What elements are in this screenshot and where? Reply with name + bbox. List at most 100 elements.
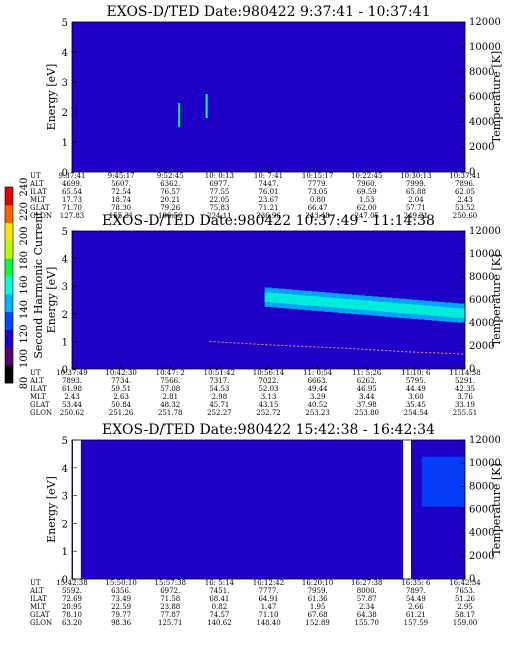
ephemeris-value: 77.55 [209,188,229,196]
ephemeris-value: 18.74 [111,196,132,204]
y-tick-label: 2 [62,310,68,321]
ephemeris-value: 20.95 [62,603,82,611]
ephemeris-value: 10: 0:13 [205,172,234,180]
ephemeris-value: 75.83 [209,204,229,212]
ephemeris-value: 10:15:17 [302,172,333,180]
ephemeris-value: 42.35 [455,385,475,393]
y-tick-label: 4 [62,48,68,59]
ephemeris-row-label: UT [30,579,41,587]
ephemeris-value: 48.32 [160,401,180,409]
heatmap-band-core [297,295,306,305]
y2-axis-label: Temperature [K] [490,463,503,555]
ephemeris-value: 254.54 [404,409,429,417]
ephemeris-value: 253.23 [305,409,330,417]
ephemeris-row-label: MLT [30,196,46,204]
y2-axis-label: Temperature [K] [490,51,503,143]
chart-panel-1: EXOS-D/TED Date:980422 9:37:41 - 10:37:4… [29,4,503,220]
ephemeris-value: 253.80 [355,409,380,417]
ephemeris-value: 67.68 [308,611,328,619]
colorbar-segment [5,276,13,295]
ephemeris-row-label: ALT [29,180,44,188]
ephemeris-value: 196.56 [158,212,183,220]
ephemeris-value: 6972. [160,587,180,595]
heatmap-background [72,440,465,579]
temperature-trace [209,340,466,355]
ephemeris-value: 16:20:10 [302,579,333,587]
ephemeris-value: 44.49 [406,385,426,393]
heatmap-band-core [304,295,312,306]
ephemeris-value: 155.31 [109,212,134,220]
y2-tick-label: 2000 [469,142,494,153]
ephemeris-value: 247.05 [355,212,380,220]
colorbar-tick-label: 180 [19,251,30,270]
ephemeris-value: 62.00 [357,204,377,212]
ephemeris-value: 10:51:42 [204,369,235,377]
ephemeris-value: 7893. [62,377,82,385]
heatmap-band-core [331,297,339,308]
ephemeris-value: 79.26 [160,204,181,212]
ephemeris-value: 57.08 [160,385,180,393]
ephemeris-value: 6362. [160,180,180,188]
heatmap-band-core [311,296,319,306]
ephemeris-value: 11: 5:26 [352,369,382,377]
colorbar-tick-label: 100 [19,349,30,368]
ephemeris-value: 5795. [406,377,426,385]
ephemeris-row-label: GLON [30,212,52,220]
ephemeris-value: 236.96 [256,212,281,220]
chart-panel-3: EXOS-D/TED Date:980422 15:42:38 - 16:42:… [29,422,503,627]
ephemeris-value: 10:56:14 [253,369,285,377]
ephemeris-value: 7779. [308,180,328,188]
ephemeris-value: 35.45 [406,401,426,409]
ephemeris-value: 11:10: 6 [401,369,431,377]
ephemeris-row-label: MLT [30,393,46,401]
ephemeris-value: 7317. [209,377,229,385]
heatmap-band-core [364,300,372,311]
y2-tick-label: 12000 [469,435,501,446]
ephemeris-value: 16:27:38 [351,579,382,587]
heatmap-feature [205,94,208,118]
ephemeris-row-label: ILAT [30,385,47,393]
ephemeris-value: 59.51 [111,385,131,393]
ephemeris-value: 252.27 [207,409,232,417]
ephemeris-value: 65.88 [406,188,426,196]
ephemeris-value: 54.53 [209,385,229,393]
colorbar: 240 220 200 180 160 140 120 100 80 Second Harmon… [4,177,45,389]
ephemeris-value: 2.43 [457,196,473,204]
ephemeris-value: 15:50:10 [105,579,136,587]
colorbar-tick-label: 240 [19,177,30,196]
colorbar-tick-label: 140 [19,300,30,319]
y2-tick-label: 2000 [469,551,494,562]
ephemeris-value: 64.91 [258,595,278,603]
y-tick-label: 3 [62,282,68,293]
ephemeris-value: 7777. [258,587,278,595]
ephemeris-value: 3.44 [359,393,375,401]
heatmap-band-core [444,307,453,317]
ephemeris-value: 72.69 [62,595,82,603]
chart-panel-2: EXOS-D/TED Date:980422 10:37:49 - 11:14:… [29,213,503,417]
y-tick-label: 0 [62,365,68,376]
heatmap-band-core [384,302,393,313]
ephemeris-value: 40.52 [308,401,328,409]
ephemeris-value: 33.19 [455,401,475,409]
heatmap-band-core [264,292,272,303]
ephemeris-value: 5607. [111,180,131,188]
ephemeris-value: 3.29 [310,393,326,401]
ephemeris-value: 54.49 [406,595,426,603]
ephemeris-row-label: ILAT [30,188,47,196]
ephemeris-value: 66.47 [308,204,328,212]
y-axis-label: Energy [eV] [45,476,58,543]
ephemeris-value: 152.89 [305,619,330,627]
ephemeris-value: 68.41 [209,595,229,603]
ephemeris-value: 16: 5:14 [205,579,235,587]
ephemeris-value: 224.11 [207,212,232,220]
colorbar-segment [5,329,13,348]
ephemeris-value: 1.53 [359,196,375,204]
ephemeris-value: 46.95 [357,385,377,393]
heatmap-band-core [358,300,366,310]
ephemeris-value: 11: 0:54 [303,369,333,377]
heatmap-band-core [277,293,286,304]
heatmap-band-core [271,292,279,303]
ephemeris-row-label: MLT [30,603,46,611]
ephemeris-value: 9:37:41 [59,172,86,180]
ephemeris-value: 11:14:38 [449,369,480,377]
